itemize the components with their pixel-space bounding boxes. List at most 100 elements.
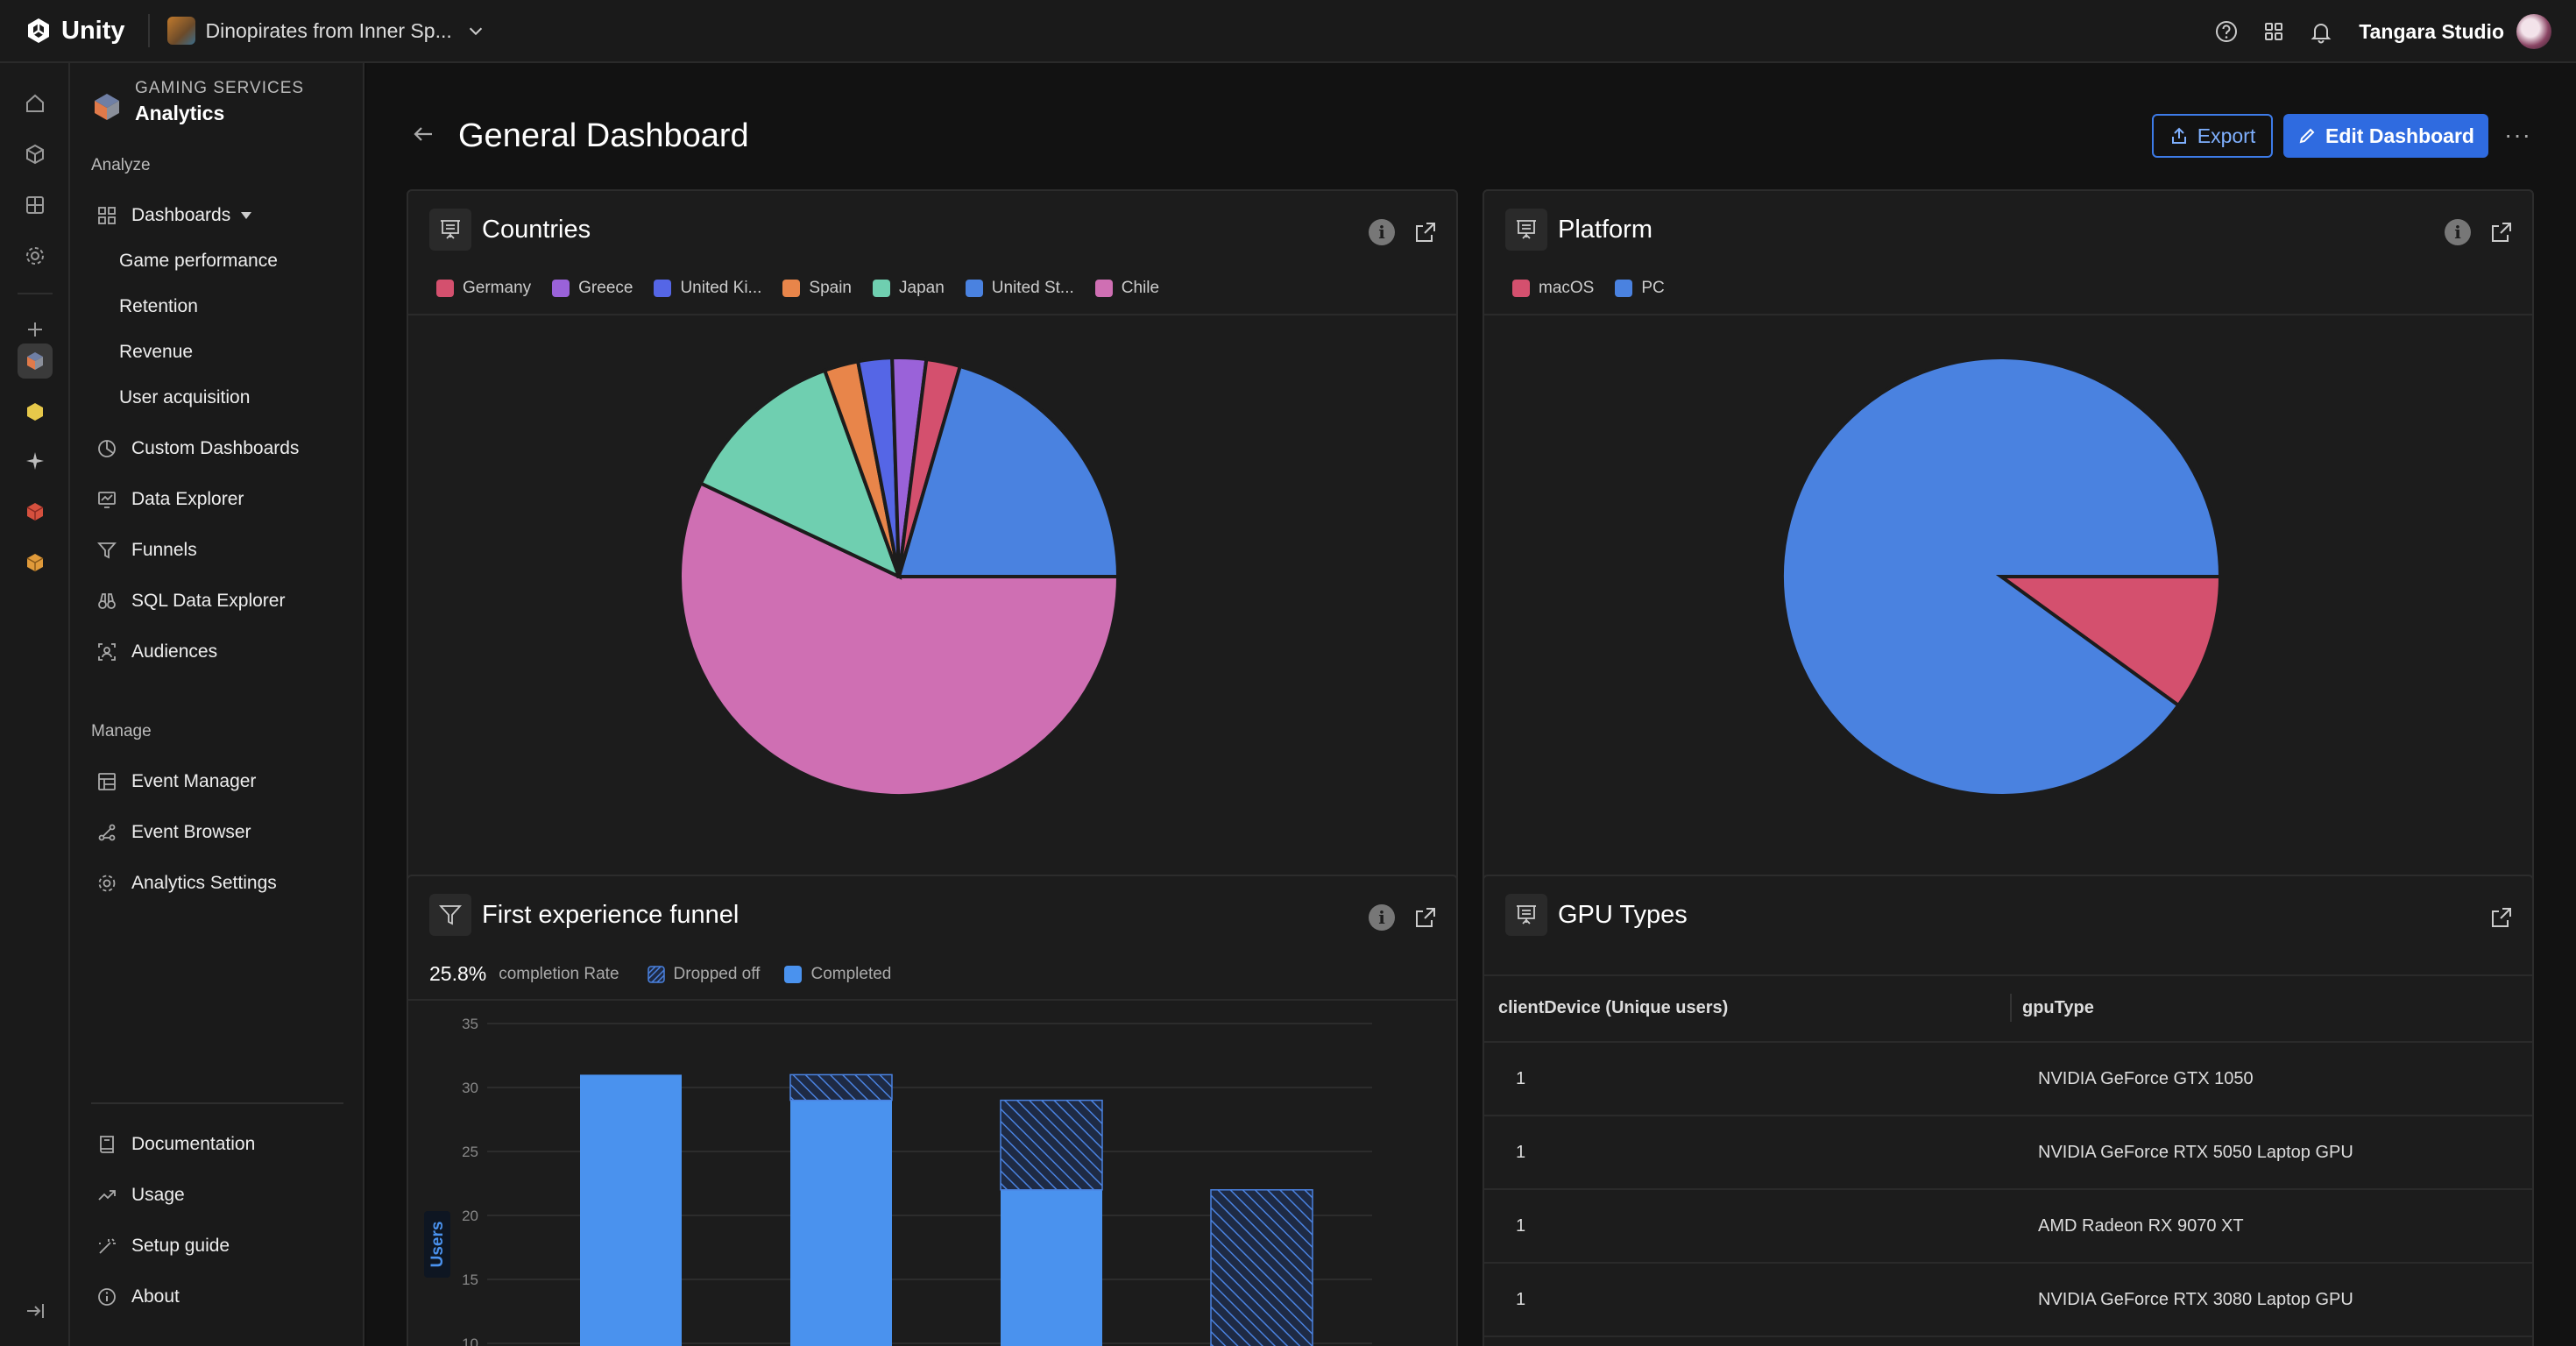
- more-options-icon[interactable]: ···: [2504, 121, 2531, 148]
- nav-about-label: About: [131, 1286, 180, 1307]
- rail-home[interactable]: [18, 86, 53, 121]
- export-button[interactable]: Export: [2152, 114, 2273, 158]
- info-icon[interactable]: i: [2445, 219, 2471, 245]
- nav-event-manager-label: Event Manager: [131, 771, 257, 791]
- nav-usage[interactable]: Usage: [96, 1178, 185, 1213]
- nav-event-browser[interactable]: Event Browser: [96, 815, 251, 850]
- bar-dropped-off[interactable]: [1000, 1099, 1103, 1191]
- open-external-icon[interactable]: [2488, 904, 2515, 931]
- edit-dashboard-button[interactable]: Edit Dashboard: [2283, 114, 2488, 158]
- table-row[interactable]: 1 NVIDIA GeForce GTX 1050: [1484, 1041, 2532, 1115]
- nav-about[interactable]: About: [96, 1279, 180, 1314]
- service-title: Analytics: [135, 102, 225, 124]
- nav-custom-dashboards[interactable]: Custom Dashboards: [96, 431, 299, 466]
- table-row[interactable]: 1 NVIDIA GeForce RTX 5050 Laptop GPU: [1484, 1115, 2532, 1188]
- cell-gpu: NVIDIA GeForce RTX 3080 Laptop GPU: [2038, 1290, 2353, 1309]
- nav-sub-game-performance[interactable]: Game performance: [119, 251, 278, 271]
- nav-custom-dashboards-label: Custom Dashboards: [131, 438, 300, 458]
- legend-item[interactable]: United Ki...: [654, 279, 761, 298]
- project-selector[interactable]: Dinopirates from Inner Sp...: [166, 17, 485, 45]
- nav-setup-guide-label: Setup guide: [131, 1236, 230, 1256]
- legend-item[interactable]: PC: [1615, 279, 1665, 298]
- info-icon[interactable]: i: [1369, 219, 1395, 245]
- legend-swatch: [654, 280, 672, 297]
- rail-analytics[interactable]: [18, 344, 53, 379]
- legend-item[interactable]: Japan: [873, 279, 945, 298]
- card-divider: [408, 999, 1456, 1001]
- legend-item[interactable]: Greece: [552, 279, 633, 298]
- nav-documentation[interactable]: Documentation: [96, 1127, 255, 1162]
- user-avatar[interactable]: [2516, 14, 2551, 49]
- apps-grid-icon[interactable]: [2261, 18, 2287, 45]
- nav-usage-label: Usage: [131, 1185, 185, 1205]
- nav-sub-revenue[interactable]: Revenue: [119, 342, 194, 362]
- pie-slice-japan[interactable]: [698, 368, 902, 580]
- countries-card: Countries i Germany Greece United Ki... Spa…: [407, 189, 1458, 910]
- bar-completed[interactable]: [1001, 1189, 1102, 1346]
- rail-cube[interactable]: [18, 137, 53, 172]
- page-title: General Dashboard: [458, 117, 749, 154]
- legend-item[interactable]: macOS: [1512, 279, 1594, 298]
- rail-ai[interactable]: [18, 443, 53, 478]
- bar-dropped-off[interactable]: [789, 1073, 893, 1102]
- bar-completed[interactable]: [790, 1100, 892, 1346]
- table-row[interactable]: 1 AMD Radeon RX 9070 XT: [1484, 1188, 2532, 1262]
- bar-dropped-off[interactable]: [1210, 1189, 1313, 1346]
- rail-add[interactable]: [18, 312, 53, 347]
- nav-divider: [91, 1102, 343, 1104]
- nav-analytics-settings[interactable]: Analytics Settings: [96, 866, 277, 901]
- cell-count: 1: [1516, 1069, 1526, 1088]
- nav-sql-data-explorer-label: SQL Data Explorer: [131, 591, 286, 611]
- open-external-icon[interactable]: [1412, 219, 1439, 245]
- pie-slice-chile[interactable]: [678, 480, 1121, 797]
- help-icon[interactable]: [2213, 18, 2240, 45]
- nav-audiences[interactable]: Audiences: [96, 634, 217, 669]
- table-row[interactable]: 1 NVIDIA GeForce RTX 3080 Laptop GPU: [1484, 1262, 2532, 1335]
- pie-slice-pc[interactable]: [1780, 356, 2223, 797]
- presentation-chart-icon: [441, 220, 460, 239]
- nav-sub-user-acquisition[interactable]: User acquisition: [119, 387, 251, 407]
- rail-devops[interactable]: [18, 494, 53, 529]
- unity-brand[interactable]: Unity: [25, 17, 125, 46]
- y-tick-label: 20: [462, 1208, 478, 1224]
- table-row[interactable]: [1484, 1335, 2532, 1346]
- open-external-icon[interactable]: [1412, 904, 1439, 931]
- legend-item[interactable]: Spain: [782, 279, 852, 298]
- legend-swatch: [552, 280, 570, 297]
- pie-slice-macos[interactable]: [1995, 575, 2223, 708]
- rail-settings[interactable]: [18, 238, 53, 273]
- legend-item[interactable]: Chile: [1094, 279, 1159, 298]
- nav-dashboards[interactable]: Dashboards: [96, 198, 252, 233]
- table-header-gpu-type[interactable]: gpuType: [2022, 997, 2094, 1017]
- back-arrow-icon[interactable]: [410, 121, 436, 147]
- table-header-client-device[interactable]: clientDevice (Unique users): [1498, 997, 1729, 1017]
- binoculars-icon: [98, 593, 116, 609]
- pencil-icon: [2299, 128, 2315, 144]
- notification-bell-icon[interactable]: [2308, 18, 2334, 45]
- pie-chart-icon: [98, 440, 116, 457]
- legend-label: macOS: [1539, 279, 1595, 297]
- rail-collapse[interactable]: [18, 1293, 53, 1328]
- nav-sql-data-explorer[interactable]: SQL Data Explorer: [96, 584, 285, 619]
- nav-sub-retention[interactable]: Retention: [119, 296, 198, 316]
- topbar-right: Tangara Studio: [2192, 0, 2551, 63]
- hatched-swatch: [647, 965, 665, 983]
- service-header: GAMING SERVICES Analytics: [91, 79, 304, 125]
- nav-data-explorer[interactable]: Data Explorer: [96, 482, 244, 517]
- rail-grid[interactable]: [18, 188, 53, 223]
- legend-item[interactable]: United St...: [965, 279, 1074, 298]
- studio-name[interactable]: Tangara Studio: [2359, 19, 2504, 43]
- pie-slice-united-st-[interactable]: [896, 364, 1121, 578]
- legend-item[interactable]: Germany: [436, 279, 531, 298]
- open-external-icon[interactable]: [2488, 219, 2515, 245]
- nav-setup-guide[interactable]: Setup guide: [96, 1229, 230, 1264]
- rail-cloud[interactable]: [18, 394, 53, 429]
- info-icon[interactable]: i: [1369, 904, 1395, 931]
- bar-completed[interactable]: [580, 1074, 682, 1346]
- rail-ads[interactable]: [18, 545, 53, 580]
- nav-data-explorer-label: Data Explorer: [131, 489, 244, 509]
- legend-label: PC: [1641, 279, 1665, 297]
- nav-event-manager[interactable]: Event Manager: [96, 764, 256, 799]
- countries-legend: Germany Greece United Ki... Spain Japan Unite…: [436, 279, 1180, 298]
- nav-funnels[interactable]: Funnels: [96, 533, 197, 568]
